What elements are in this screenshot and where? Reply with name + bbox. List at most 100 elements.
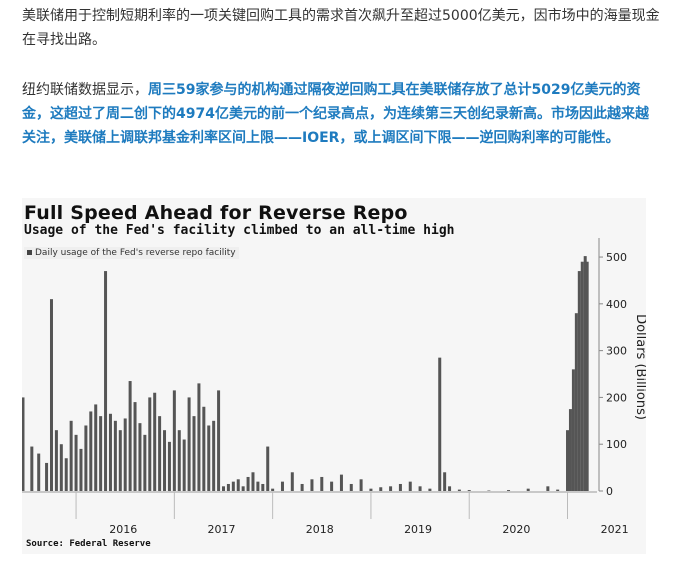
chart-bar — [339, 474, 343, 491]
chart-bar — [443, 472, 447, 491]
chart-bar — [320, 476, 324, 491]
chart-bar — [212, 420, 216, 491]
chart-bar — [526, 488, 530, 491]
chart-bar — [585, 261, 589, 491]
chart-bar — [182, 439, 186, 491]
paragraph-2-lead: 纽约联储数据显示， — [22, 82, 148, 98]
chart-bar — [448, 486, 452, 491]
chart-bar — [349, 483, 353, 491]
chart-bar — [158, 416, 162, 491]
chart-bar — [330, 481, 334, 491]
chart-bar — [580, 261, 584, 491]
chart-bar — [54, 430, 58, 491]
chart-bar — [359, 479, 363, 491]
chart-bar — [123, 418, 127, 491]
chart-bar — [577, 271, 581, 491]
chart-bar — [187, 397, 191, 491]
reverse-repo-chart: Full Speed Ahead for Reverse Repo Usage … — [22, 198, 646, 554]
chart-bar — [49, 299, 53, 491]
x-tick-label: 2019 — [404, 523, 432, 536]
chart-bar — [256, 481, 260, 491]
chart-bar — [138, 423, 142, 491]
chart-plot: 0 100 200 300 400 500 Dollars (Billions) 2016 20… — [22, 238, 646, 536]
chart-title: Full Speed Ahead for Reverse Repo — [24, 202, 408, 224]
paragraph-2-highlight: 周三59家参与的机构通过隔夜逆回购工具在美联储存放了总计5029亿美元的资金，这… — [22, 82, 649, 146]
chart-bar — [574, 313, 578, 491]
chart-bar — [369, 488, 373, 491]
legend-label: Daily usage of the Fed's reverse repo fa… — [35, 248, 236, 258]
chart-bar — [45, 462, 49, 491]
chart-bar — [261, 483, 265, 491]
chart-bar — [143, 434, 147, 491]
chart-bar — [69, 420, 73, 491]
chart-bar — [104, 271, 108, 491]
y-tick-label: 100 — [606, 438, 627, 451]
chart-bar — [310, 479, 314, 491]
chart-bar — [172, 390, 176, 491]
y-tick-label: 500 — [606, 251, 627, 264]
chart-bar — [163, 430, 167, 491]
x-tick-label: 2020 — [502, 523, 530, 536]
chart-bar — [133, 402, 137, 491]
chart-bar — [22, 397, 25, 491]
chart-bar — [251, 472, 255, 491]
chart-bar — [457, 489, 461, 491]
chart-bar — [438, 357, 442, 491]
chart-bar — [583, 256, 587, 491]
chart-bar — [94, 404, 98, 491]
chart-bar — [148, 397, 152, 491]
y-tick-label: 400 — [606, 298, 627, 311]
chart-bar — [217, 390, 221, 491]
y-tick-label: 300 — [606, 345, 627, 358]
chart-bar — [74, 434, 78, 491]
chart-bar — [379, 487, 383, 491]
chart-bar — [300, 483, 304, 491]
chart-bar — [118, 430, 122, 491]
y-tick-label: 0 — [606, 485, 613, 498]
article-paragraph-2: 纽约联储数据显示，周三59家参与的机构通过隔夜逆回购工具在美联储存放了总计502… — [22, 78, 662, 150]
chart-bar — [556, 489, 560, 491]
chart-bar — [128, 381, 132, 491]
chart-bar — [568, 409, 572, 491]
chart-bar — [192, 416, 196, 491]
chart-bar — [236, 479, 240, 491]
chart-source: Source: Federal Reserve — [26, 539, 151, 549]
chart-bar — [428, 488, 432, 491]
chart-bar — [241, 486, 245, 491]
chart-bar — [546, 486, 550, 491]
chart-bar — [89, 411, 93, 491]
chart-bar — [290, 472, 294, 491]
chart-legend: Daily usage of the Fed's reverse repo fa… — [24, 247, 239, 259]
chart-bar — [280, 481, 284, 491]
chart-bar — [64, 458, 68, 491]
chart-bar — [467, 490, 471, 491]
chart-bar — [59, 444, 63, 491]
x-tick-label: 2016 — [109, 523, 137, 536]
chart-bar — [507, 490, 511, 491]
legend-swatch — [27, 250, 32, 255]
chart-bar — [231, 481, 235, 491]
chart-bar — [221, 486, 225, 491]
chart-bar — [271, 488, 275, 491]
x-tick-label: 2021 — [601, 523, 629, 536]
chart-bar — [408, 481, 412, 491]
chart-bar — [566, 430, 570, 491]
chart-bar — [226, 483, 230, 491]
chart-bar — [37, 453, 41, 491]
chart-bar — [108, 413, 112, 491]
y-tick-label: 200 — [606, 391, 627, 404]
chart-bar — [418, 486, 422, 491]
chart-bar — [153, 392, 157, 491]
y-axis-title: Dollars (Billions) — [633, 314, 646, 420]
x-tick-label: 2018 — [306, 523, 334, 536]
x-tick-label: 2017 — [207, 523, 235, 536]
chart-bar — [30, 446, 34, 491]
chart-bar — [99, 416, 103, 491]
chart-bar — [113, 420, 117, 491]
chart-bar — [197, 383, 201, 491]
chart-bar — [177, 430, 181, 491]
chart-bar — [167, 441, 171, 491]
chart-bar — [202, 406, 206, 491]
chart-bar — [79, 448, 83, 491]
chart-bar — [571, 369, 575, 491]
